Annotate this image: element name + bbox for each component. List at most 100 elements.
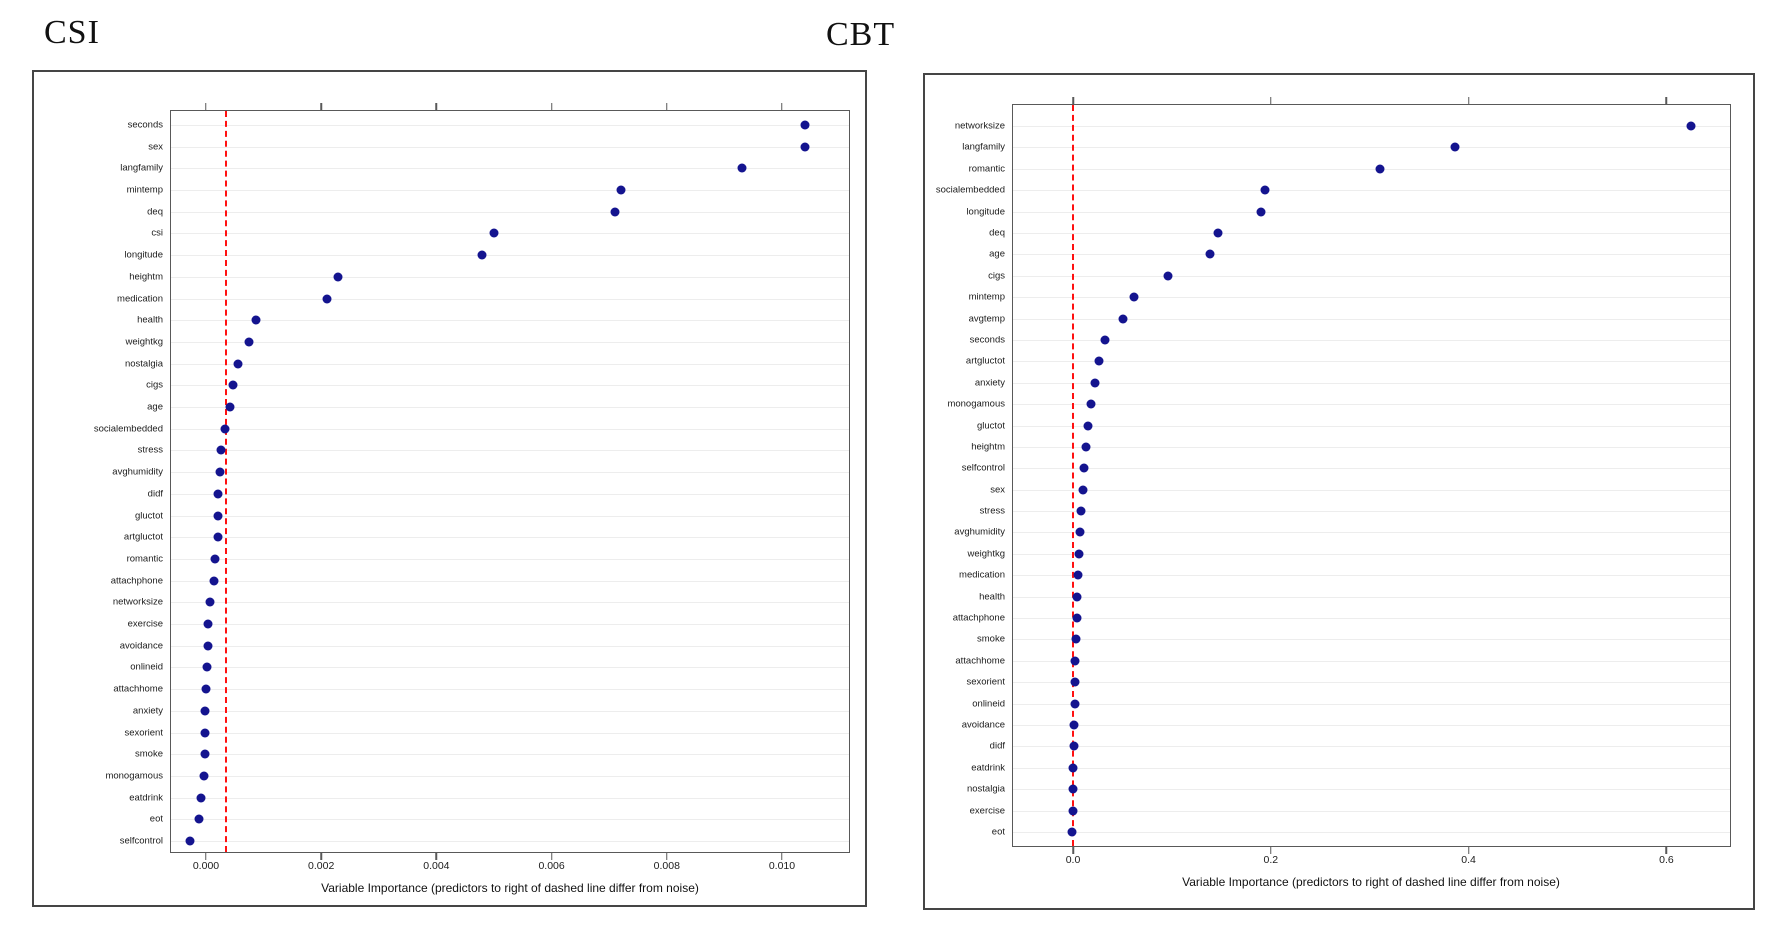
gridline-csi — [171, 125, 849, 126]
x-tick-bottom-cbt — [1270, 847, 1272, 854]
x-axis-label-cbt: Variable Importance (predictors to right… — [1182, 875, 1560, 889]
y-label-medication: medication — [117, 293, 163, 305]
gridline-cbt — [1013, 168, 1730, 170]
panel-title-cbt: CBT — [826, 16, 896, 53]
data-point-socialembedded — [220, 424, 230, 434]
data-point-avgtemp — [1118, 314, 1128, 324]
data-point-eatdrink — [1068, 763, 1078, 773]
gridline-csi — [171, 276, 849, 278]
y-label-deq: deq — [989, 227, 1005, 239]
data-point-attachphone — [209, 576, 219, 586]
gridline-csi — [171, 472, 849, 474]
data-point-age — [1205, 249, 1214, 259]
y-label-socialembedded: socialembedded — [935, 184, 1005, 196]
gridline-csi — [171, 320, 849, 322]
y-label-didf: didf — [989, 740, 1005, 752]
x-tick-bottom-csi — [320, 853, 322, 860]
y-label-artgluctot: artgluctot — [123, 531, 163, 543]
data-point-avoidance — [1069, 720, 1079, 730]
gridline-csi — [171, 537, 849, 539]
data-point-medication — [322, 294, 332, 304]
y-label-seconds: seconds — [127, 119, 163, 131]
y-label-exercise: exercise — [127, 618, 163, 630]
data-point-smoke — [200, 749, 210, 759]
data-point-artgluctot — [1094, 356, 1104, 366]
gridline-cbt — [1013, 489, 1730, 491]
y-label-avgtemp: avgtemp — [968, 313, 1005, 325]
gridline-cbt — [1013, 254, 1730, 256]
y-label-heightm: heightm — [129, 271, 163, 283]
y-label-heightm: heightm — [971, 441, 1005, 453]
y-label-mintemp: mintemp — [126, 184, 163, 196]
data-point-mintemp — [616, 185, 626, 195]
data-point-attachphone — [1072, 613, 1082, 623]
gridline-cbt — [1013, 532, 1730, 534]
y-label-networksize: networksize — [954, 120, 1005, 132]
y-label-weightkg: weightkg — [967, 548, 1006, 560]
threshold-line-cbt — [1072, 105, 1075, 846]
x-tick-top-csi — [666, 103, 668, 110]
data-point-anxiety — [200, 706, 210, 716]
gridline-cbt — [1013, 297, 1730, 299]
gridline-cbt — [1013, 425, 1730, 427]
y-label-selfcontrol: selfcontrol — [119, 835, 163, 847]
x-tick-top-cbt — [1270, 97, 1272, 104]
x-tick-label-csi: 0.008 — [653, 860, 680, 872]
gridline-csi — [171, 710, 849, 712]
y-label-nostalgia: nostalgia — [124, 358, 163, 370]
data-point-deq — [610, 207, 620, 217]
gridline-cbt — [1013, 725, 1730, 727]
gridline-csi — [171, 624, 849, 626]
x-tick-top-csi — [781, 103, 783, 110]
gridline-csi — [171, 580, 849, 582]
y-label-langfamily: langfamily — [962, 141, 1005, 153]
x-tick-top-cbt — [1072, 97, 1074, 104]
gridline-csi — [171, 602, 849, 604]
gridline-cbt — [1013, 404, 1730, 406]
gridline-csi — [171, 298, 849, 300]
gridline-csi — [171, 754, 849, 756]
data-point-eatdrink — [196, 793, 206, 803]
gridline-cbt — [1013, 468, 1730, 470]
x-tick-bottom-csi — [781, 853, 783, 860]
gridline-cbt — [1013, 618, 1730, 620]
gridline-cbt — [1013, 511, 1730, 513]
gridline-csi — [171, 211, 849, 213]
gridline-csi — [171, 341, 849, 343]
data-point-langfamily — [1450, 142, 1460, 152]
y-label-cigs: cigs — [988, 270, 1005, 282]
y-label-smoke: smoke — [977, 633, 1005, 645]
data-point-socialembedded — [1260, 185, 1270, 195]
y-label-eot: eot — [149, 813, 163, 825]
y-label-gluctot: gluctot — [977, 420, 1005, 431]
gridline-cbt — [1013, 318, 1730, 320]
gridline-csi — [171, 515, 849, 517]
y-label-artgluctot: artgluctot — [965, 355, 1005, 367]
data-point-deq — [1213, 228, 1223, 238]
gridline-csi — [171, 146, 849, 148]
gridline-csi — [171, 450, 849, 452]
data-point-didf — [213, 489, 223, 499]
x-tick-label-cbt: 0.6 — [1659, 854, 1674, 866]
gridline-csi — [171, 689, 849, 691]
x-tick-label-csi: 0.002 — [308, 860, 335, 872]
x-tick-top-csi — [320, 103, 322, 110]
threshold-line-csi — [225, 111, 228, 852]
gridline-csi — [171, 168, 849, 170]
y-label-networksize: networksize — [112, 596, 163, 608]
x-tick-label-csi: 0.010 — [768, 860, 796, 872]
x-tick-bottom-cbt — [1072, 847, 1074, 854]
y-label-seconds: seconds — [969, 334, 1005, 346]
gridline-csi — [171, 255, 849, 257]
y-label-age: age — [989, 248, 1005, 260]
data-point-selfcontrol — [1079, 463, 1089, 473]
gridline-cbt — [1013, 682, 1730, 684]
y-label-selfcontrol: selfcontrol — [961, 462, 1005, 474]
y-label-langfamily: langfamily — [120, 162, 163, 174]
data-point-langfamily — [737, 163, 747, 173]
gridline-cbt — [1013, 382, 1730, 384]
y-label-onlineid: onlineid — [130, 661, 163, 673]
x-tick-label-cbt: 0.2 — [1263, 854, 1279, 866]
x-tick-label-csi: 0.004 — [423, 860, 450, 872]
